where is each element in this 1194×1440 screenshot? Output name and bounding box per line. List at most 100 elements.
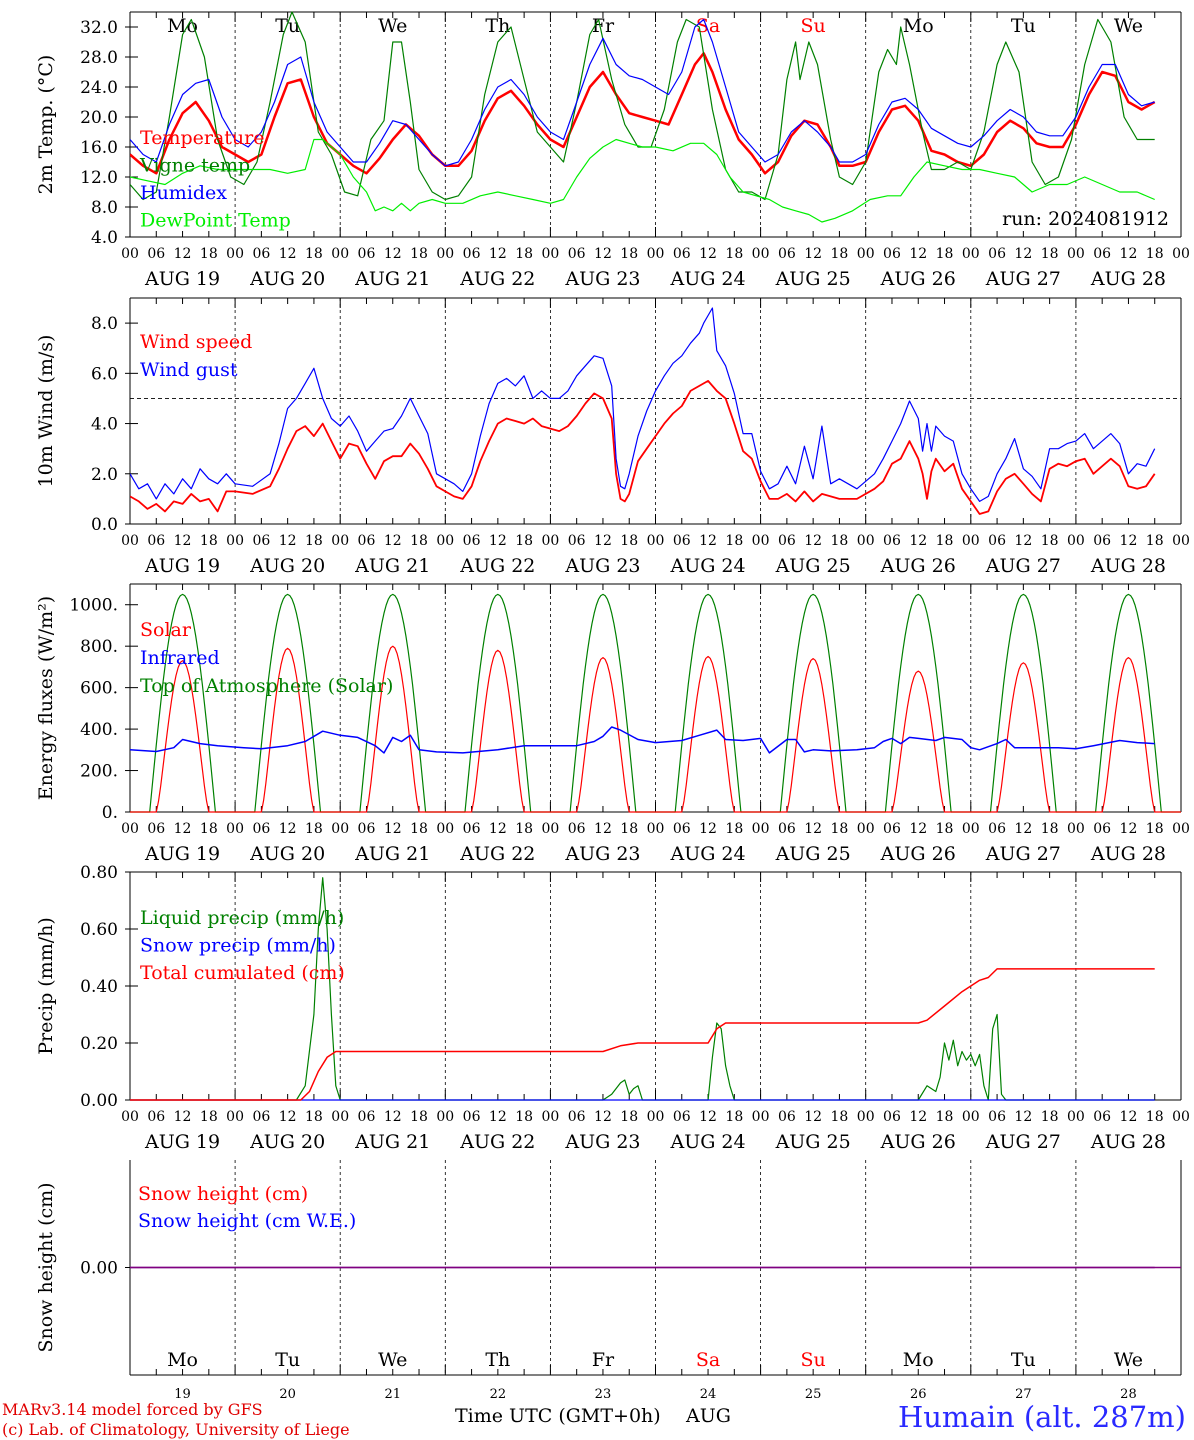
month-label: AUG	[686, 1405, 731, 1427]
hour-tick-label: 12	[1120, 821, 1138, 837]
day-label: AUG 19	[144, 555, 220, 577]
hour-tick-label: 18	[725, 821, 743, 837]
weekday-label: We	[1114, 1349, 1143, 1371]
hour-tick-label: 12	[384, 246, 402, 262]
weekday-label: Su	[801, 15, 826, 37]
day-number-label: 28	[1120, 1387, 1137, 1402]
day-label: AUG 21	[354, 843, 430, 865]
hour-tick-label: 12	[1014, 821, 1032, 837]
y-tick-label: 24.0	[80, 78, 118, 98]
hour-tick-label: 06	[1093, 821, 1111, 837]
hour-tick-label: 00	[1067, 246, 1085, 262]
hour-tick-label: 00	[1172, 821, 1190, 837]
hour-tick-label: 12	[909, 1109, 927, 1125]
y-tick-label: 0.00	[80, 1259, 118, 1279]
hour-tick-label: 06	[673, 246, 691, 262]
legend-entry: Humidex	[140, 182, 227, 204]
hour-tick-label: 00	[647, 821, 665, 837]
hour-tick-label: 12	[909, 246, 927, 262]
y-tick-label: 0.80	[80, 863, 118, 883]
day-label: AUG 20	[249, 555, 325, 577]
hour-tick-label: 00	[226, 821, 244, 837]
day-label: AUG 25	[775, 843, 851, 865]
day-label: AUG 24	[669, 1131, 745, 1153]
hour-tick-label: 06	[778, 1109, 796, 1125]
hour-tick-label: 06	[463, 821, 481, 837]
hour-tick-label: 06	[463, 533, 481, 549]
hour-tick-label: 06	[1093, 1109, 1111, 1125]
day-label: AUG 24	[669, 843, 745, 865]
hour-tick-label: 06	[673, 1109, 691, 1125]
weekday-label: Tu	[1011, 1349, 1036, 1371]
hour-tick-label: 00	[1172, 1109, 1190, 1125]
y-tick-label: 12.0	[80, 168, 118, 188]
hour-tick-label: 12	[174, 533, 192, 549]
hour-tick-label: 18	[1146, 533, 1164, 549]
hour-tick-label: 18	[831, 821, 849, 837]
hour-tick-label: 18	[725, 533, 743, 549]
hour-tick-label: 00	[541, 533, 559, 549]
legend-entry: Solar	[140, 619, 192, 641]
hour-tick-label: 18	[620, 246, 638, 262]
day-number-label: 25	[805, 1387, 822, 1402]
hour-tick-label: 18	[305, 533, 323, 549]
hour-tick-label: 18	[936, 1109, 954, 1125]
hour-tick-label: 18	[936, 821, 954, 837]
hour-tick-label: 00	[962, 1109, 980, 1125]
y-tick-label: 28.0	[80, 48, 118, 68]
weekday-label: Mo	[903, 15, 934, 37]
y-tick-label: 200.	[80, 762, 118, 782]
hour-tick-label: 18	[936, 246, 954, 262]
legend-entry: DewPoint Temp	[140, 210, 291, 232]
weekday-label: Su	[801, 1349, 826, 1371]
hour-tick-label: 00	[541, 246, 559, 262]
hour-tick-label: 12	[594, 246, 612, 262]
hour-tick-label: 06	[358, 1109, 376, 1125]
hour-tick-label: 12	[384, 533, 402, 549]
hour-tick-label: 18	[410, 533, 428, 549]
hour-tick-label: 12	[804, 1109, 822, 1125]
y-tick-label: 600.	[80, 679, 118, 699]
day-label: AUG 21	[354, 268, 430, 290]
weekday-label: Fr	[592, 1349, 615, 1371]
hour-tick-label: 18	[620, 821, 638, 837]
hour-tick-label: 12	[279, 246, 297, 262]
weekday-label: Tu	[275, 15, 300, 37]
hour-tick-label: 06	[252, 1109, 270, 1125]
hour-tick-label: 18	[200, 246, 218, 262]
day-label: AUG 27	[985, 1131, 1061, 1153]
hour-tick-label: 00	[752, 533, 770, 549]
hour-tick-label: 18	[725, 1109, 743, 1125]
hour-tick-label: 06	[1093, 533, 1111, 549]
hour-tick-label: 00	[541, 821, 559, 837]
hour-tick-label: 00	[226, 533, 244, 549]
hour-tick-label: 18	[831, 533, 849, 549]
hour-tick-label: 00	[121, 821, 139, 837]
day-label: AUG 24	[669, 268, 745, 290]
hour-tick-label: 18	[1146, 246, 1164, 262]
hour-tick-label: 12	[489, 533, 507, 549]
day-label: AUG 23	[564, 843, 640, 865]
weekday-label: Sa	[696, 1349, 720, 1371]
series-wind-speed-line	[130, 380, 1156, 515]
legend-entry: Snow height (cm W.E.)	[138, 1210, 356, 1232]
legend-entry: Snow height (cm)	[138, 1183, 308, 1205]
hour-tick-label: 12	[489, 246, 507, 262]
day-number-label: 23	[595, 1387, 612, 1402]
day-label: AUG 27	[985, 555, 1061, 577]
hour-tick-label: 06	[147, 1109, 165, 1125]
hour-tick-label: 18	[1146, 821, 1164, 837]
day-number-label: 22	[490, 1387, 507, 1402]
hour-tick-label: 06	[778, 246, 796, 262]
y-tick-label: 32.0	[80, 18, 118, 38]
legend-entry: Snow precip (mm/h)	[140, 935, 336, 957]
y-tick-label: 800.	[80, 637, 118, 657]
hour-tick-label: 06	[778, 821, 796, 837]
y-tick-label: 0.60	[80, 920, 118, 940]
hour-tick-label: 06	[883, 1109, 901, 1125]
hour-tick-label: 06	[673, 533, 691, 549]
series-vigne-temp-line	[130, 11, 1155, 201]
hour-tick-label: 18	[831, 1109, 849, 1125]
hour-tick-label: 18	[305, 821, 323, 837]
hour-tick-label: 12	[279, 821, 297, 837]
